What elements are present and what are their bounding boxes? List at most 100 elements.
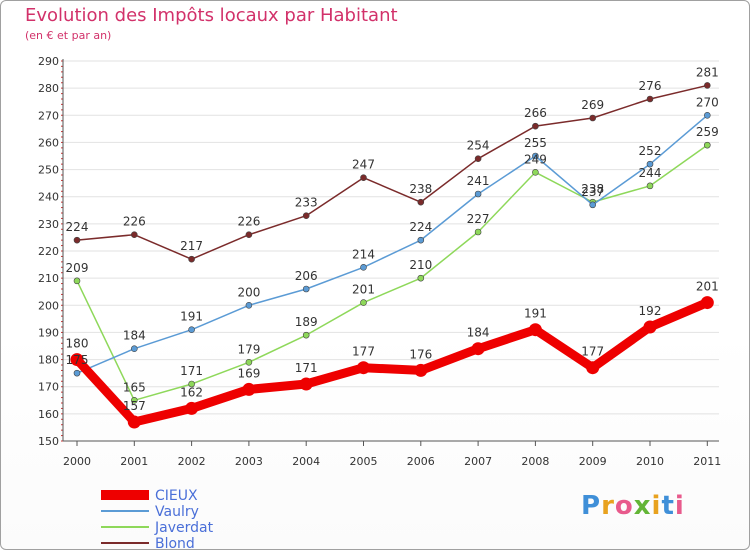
series-line-vaulry — [76, 114, 709, 374]
y-tick-label: 290 — [38, 55, 59, 68]
x-tick-label: 2008 — [521, 455, 549, 468]
data-label-cieux: 177 — [352, 345, 375, 359]
data-point-javerdat — [703, 141, 711, 149]
chart-title: Evolution des Impôts locaux par Habitant — [25, 5, 398, 26]
data-label-cieux: 162 — [180, 385, 203, 399]
y-tick-label: 210 — [38, 272, 59, 285]
legend-label-javerdat[interactable]: Javerdat — [154, 520, 214, 536]
data-point-blond — [73, 236, 81, 244]
data-point-vaulry — [474, 190, 482, 198]
data-label-javerdat: 179 — [237, 342, 260, 356]
data-point-cieux — [299, 377, 313, 391]
data-label-javerdat: 165 — [123, 380, 146, 394]
data-point-blond — [302, 212, 310, 220]
data-point-blond — [646, 95, 654, 103]
y-tick-label: 150 — [38, 435, 59, 448]
x-tick-label: 2003 — [235, 455, 263, 468]
data-label-javerdat: 238 — [581, 182, 604, 196]
data-label-blond: 276 — [639, 79, 662, 93]
x-tick-label: 2009 — [579, 455, 607, 468]
data-point-cieux — [127, 415, 141, 429]
data-label-blond: 247 — [352, 158, 375, 172]
data-label-blond: 226 — [123, 215, 146, 229]
x-tick-label: 2004 — [292, 455, 320, 468]
y-tick-label: 250 — [38, 164, 59, 177]
y-tick-label: 230 — [38, 218, 59, 231]
data-label-vaulry: 184 — [123, 329, 146, 343]
data-point-cieux — [70, 353, 84, 367]
data-point-blond — [474, 155, 482, 163]
data-label-blond: 281 — [696, 65, 719, 79]
axes: 150 160 170 180 190 200 210 220 230 240 250 260 270 2… — [38, 55, 721, 468]
data-point-blond — [703, 82, 711, 89]
data-label-blond: 217 — [180, 239, 203, 253]
data-point-javerdat — [188, 380, 195, 388]
data-label-vaulry: 270 — [696, 95, 719, 109]
data-label-vaulry: 241 — [467, 174, 490, 188]
legend-label-vaulry[interactable]: Vaulry — [155, 504, 199, 520]
data-point-blond — [131, 231, 138, 239]
series-layer — [70, 82, 714, 429]
data-label-blond: 233 — [295, 196, 318, 210]
data-label-javerdat: 249 — [524, 152, 547, 166]
data-point-vaulry — [302, 285, 310, 293]
x-tick-label: 2007 — [464, 455, 492, 468]
data-label-blond: 269 — [581, 98, 604, 112]
data-label-javerdat: 201 — [352, 283, 375, 297]
grid-lines — [63, 60, 719, 442]
data-point-vaulry — [589, 201, 597, 209]
y-tick-label: 240 — [38, 191, 59, 204]
data-point-cieux — [242, 382, 256, 396]
data-label-cieux: 201 — [696, 280, 719, 294]
x-tick-label: 2001 — [120, 455, 148, 468]
data-label-cieux: 176 — [409, 347, 432, 361]
data-point-cieux — [357, 361, 370, 375]
x-tick-label: 2002 — [178, 455, 206, 468]
data-label-blond: 266 — [524, 106, 547, 120]
chart-subtitle: (en € et par an) — [25, 29, 112, 42]
data-point-javerdat — [646, 182, 654, 190]
data-label-blond: 226 — [237, 215, 260, 229]
data-label-cieux: 180 — [66, 337, 89, 351]
series-line-cieux — [72, 298, 712, 427]
data-label-cieux: 171 — [295, 361, 318, 375]
data-point-blond — [245, 231, 253, 239]
y-tick-label: 200 — [38, 299, 59, 312]
data-label-javerdat: 171 — [180, 364, 203, 378]
legend-label-cieux[interactable]: CIEUX — [155, 488, 198, 504]
data-label-javerdat: 244 — [639, 166, 662, 180]
series-line-javerdat — [76, 144, 709, 402]
data-point-cieux — [471, 342, 485, 356]
data-point-blond — [532, 122, 539, 130]
data-point-vaulry — [73, 369, 81, 377]
data-point-vaulry — [417, 236, 425, 244]
data-label-cieux: 177 — [581, 345, 604, 359]
y-tick-label: 270 — [38, 109, 59, 122]
x-tick-label: 2010 — [636, 455, 664, 468]
data-point-javerdat — [474, 228, 482, 236]
proxiti-logo: Proxiti — [581, 491, 685, 521]
data-point-cieux — [643, 320, 657, 334]
data-point-javerdat — [417, 274, 425, 282]
legend-label-blond[interactable]: Blond — [155, 536, 195, 549]
data-label-javerdat: 210 — [409, 258, 432, 272]
data-label-cieux: 169 — [237, 366, 260, 380]
data-point-vaulry — [703, 111, 711, 119]
data-point-javerdat — [245, 358, 253, 366]
y-tick-label: 220 — [38, 245, 59, 258]
y-tick-label: 160 — [38, 408, 59, 421]
y-tick-label: 170 — [38, 381, 59, 394]
data-label-cieux: 192 — [639, 304, 662, 318]
data-point-blond — [360, 174, 367, 182]
data-label-cieux: 191 — [524, 307, 547, 321]
y-tick-label: 260 — [38, 136, 59, 149]
x-tick-label: 2005 — [350, 455, 378, 468]
data-label-javerdat: 189 — [295, 315, 318, 329]
data-point-vaulry — [131, 345, 138, 353]
data-label-cieux: 184 — [467, 326, 490, 340]
data-point-javerdat — [532, 168, 539, 176]
data-label-vaulry: 191 — [180, 310, 203, 324]
y-tick-label: 190 — [38, 326, 59, 339]
